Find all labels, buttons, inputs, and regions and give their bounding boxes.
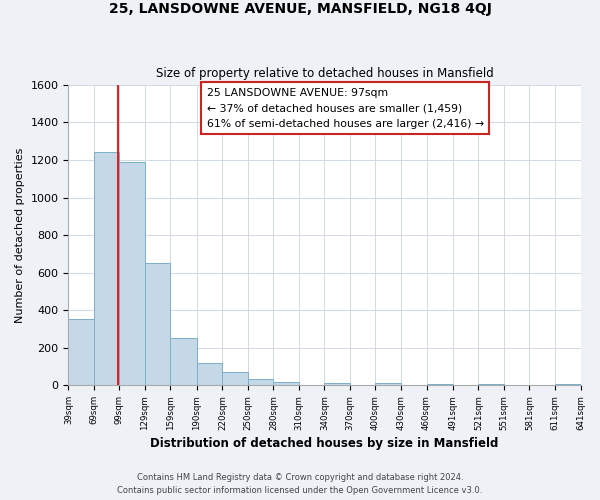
Bar <box>223 372 248 386</box>
Bar <box>170 338 197 386</box>
Bar <box>145 264 170 386</box>
Text: 25, LANSDOWNE AVENUE, MANSFIELD, NG18 4QJ: 25, LANSDOWNE AVENUE, MANSFIELD, NG18 4Q… <box>109 2 491 16</box>
Bar <box>376 382 401 386</box>
X-axis label: Distribution of detached houses by size in Mansfield: Distribution of detached houses by size … <box>150 437 499 450</box>
Bar <box>94 152 119 386</box>
Y-axis label: Number of detached properties: Number of detached properties <box>15 148 25 323</box>
Bar <box>248 379 274 386</box>
Bar <box>325 382 350 386</box>
Bar <box>68 319 94 386</box>
Text: 25 LANSDOWNE AVENUE: 97sqm
← 37% of detached houses are smaller (1,459)
61% of s: 25 LANSDOWNE AVENUE: 97sqm ← 37% of deta… <box>206 88 484 129</box>
Bar <box>478 384 504 386</box>
Title: Size of property relative to detached houses in Mansfield: Size of property relative to detached ho… <box>155 66 493 80</box>
Bar <box>555 384 581 386</box>
Bar <box>274 382 299 386</box>
Bar <box>197 363 223 386</box>
Bar <box>427 384 453 386</box>
Bar <box>119 162 145 386</box>
Text: Contains HM Land Registry data © Crown copyright and database right 2024.
Contai: Contains HM Land Registry data © Crown c… <box>118 473 482 495</box>
